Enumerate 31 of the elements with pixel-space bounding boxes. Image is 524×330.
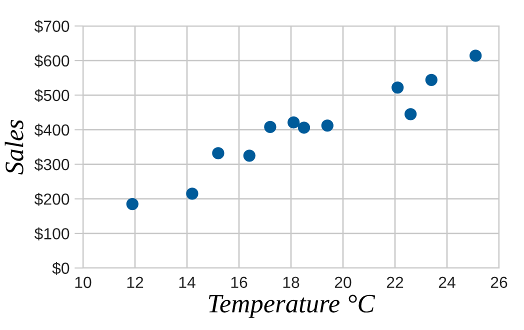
x-tick-label: 14 xyxy=(179,276,196,288)
y-tick-label: $400 xyxy=(34,124,70,137)
point xyxy=(264,120,276,134)
y-tick-label: $200 xyxy=(34,192,70,206)
y-tick-label: $100 xyxy=(34,227,70,240)
x-tick-label: 22 xyxy=(386,276,404,288)
point xyxy=(298,122,310,134)
x-tick-label: 12 xyxy=(127,276,144,288)
point xyxy=(186,188,198,200)
point xyxy=(288,116,300,129)
point xyxy=(212,147,224,160)
y-tick-label: $700 xyxy=(34,20,70,33)
x-tick-label: 26 xyxy=(490,276,508,288)
x-tick-label: 16 xyxy=(231,276,248,288)
point xyxy=(470,50,482,62)
x-tick-label: 18 xyxy=(283,276,300,288)
x-axis-title: Temperature °C xyxy=(208,294,376,318)
x-tick-label: 20 xyxy=(334,276,352,288)
x-tick-label: 10 xyxy=(75,276,92,288)
y-tick-label: $300 xyxy=(34,158,70,172)
y-tick-label: $500 xyxy=(34,89,70,102)
x-tick-label: 24 xyxy=(438,276,456,288)
point xyxy=(321,119,334,132)
y-tick-label: $0 xyxy=(52,262,70,275)
point xyxy=(404,108,417,120)
point xyxy=(392,81,404,94)
y-tick-label: $600 xyxy=(34,54,70,68)
point xyxy=(425,74,438,86)
point xyxy=(243,150,256,162)
point xyxy=(126,198,138,210)
y-axis-title: Sales xyxy=(4,120,24,175)
